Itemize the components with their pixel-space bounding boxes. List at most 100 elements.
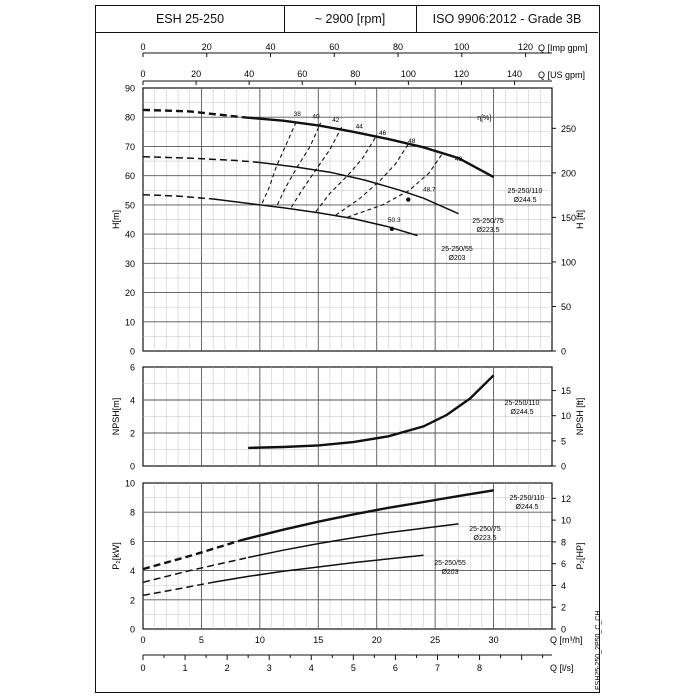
- y-right-tick-label: 12: [561, 494, 571, 504]
- y-tick-label: 50: [125, 200, 135, 210]
- power-series-label: 25-250/110: [510, 495, 545, 502]
- y-tick-label: 30: [125, 259, 135, 269]
- y-tick-label: 8: [130, 508, 135, 518]
- head-series-label: 25-250/110: [508, 188, 543, 195]
- q-imp-tick-label: 100: [454, 42, 469, 52]
- q-us-tick-label: 80: [350, 69, 360, 79]
- efficiency-iso-line: [261, 119, 298, 204]
- q-ls-tick-label: 0: [140, 663, 145, 673]
- y-right-tick-label: 6: [561, 559, 566, 569]
- y-tick-label: 2: [130, 429, 135, 439]
- power-series-label-sub: Ø244.5: [516, 504, 539, 511]
- y-tick-label: 2: [130, 595, 135, 605]
- header-standard: ISO 9906:2012 - Grade 3B: [416, 6, 598, 33]
- y-axis-right-label: P₂[HP]: [575, 543, 585, 570]
- q-m3h-tick-label: 25: [430, 635, 440, 645]
- q-imp-tick-label: 40: [266, 42, 276, 52]
- efficiency-iso-line: [347, 153, 443, 218]
- q-ls-tick-label: 6: [393, 663, 398, 673]
- y-right-tick-label: 0: [561, 347, 566, 357]
- header-model: ESH 25-250: [96, 6, 285, 33]
- y-tick-label: 4: [130, 566, 135, 576]
- y-axis-right-label: NPSH [ft]: [575, 398, 585, 436]
- head-series-label-sub: Ø244.5: [514, 197, 537, 204]
- y-axis-label: P₂[kW]: [111, 542, 121, 570]
- y-right-tick-label: 4: [561, 581, 566, 591]
- power-series-label: 25-250/75: [469, 526, 501, 533]
- y-right-tick-label: 150: [561, 213, 576, 223]
- y-right-tick-label: 0: [561, 462, 566, 472]
- y-right-tick-label: 5: [561, 436, 566, 446]
- q-ls-tick-label: 5: [351, 663, 356, 673]
- y-tick-label: 10: [125, 317, 135, 327]
- q-m3h-tick-label: 30: [489, 635, 499, 645]
- series-line-dashed: [142, 581, 214, 597]
- q-ls-tick-label: 7: [435, 663, 440, 673]
- q-us-tick-label: 100: [401, 69, 416, 79]
- y-right-tick-label: 2: [561, 603, 566, 613]
- q-ls-tick-label: 1: [183, 663, 188, 673]
- y-right-tick-label: 200: [561, 168, 576, 178]
- y-axis-right-label: H [ft]: [575, 210, 585, 229]
- y-axis-label: H[m]: [111, 210, 121, 229]
- y-right-tick-label: 15: [561, 386, 571, 396]
- npsh-series-label-sub: Ø244.5: [511, 409, 534, 416]
- q-ls-tick-label: 4: [309, 663, 314, 673]
- head-series-label-sub: Ø223.5: [477, 227, 500, 234]
- q-ls-tick-label: 3: [267, 663, 272, 673]
- q-us-tick-label: 60: [297, 69, 307, 79]
- y-tick-label: 6: [130, 363, 135, 373]
- y-tick-label: 20: [125, 288, 135, 298]
- bep-marker: [406, 197, 411, 202]
- bep-marker: [389, 226, 395, 232]
- head-series-label-sub: Ø203: [448, 255, 465, 262]
- efficiency-iso-line: [315, 135, 378, 212]
- q-us-tick-label: 0: [140, 69, 145, 79]
- q-us-axis-label: Q [US gpm]: [538, 70, 585, 80]
- q-m3h-tick-label: 20: [372, 635, 382, 645]
- q-imp-tick-label: 80: [393, 42, 403, 52]
- y-tick-label: 60: [125, 171, 135, 181]
- efficiency-label: 42: [332, 117, 340, 124]
- y-tick-label: 80: [125, 113, 135, 123]
- efficiency-label: 48: [408, 138, 416, 145]
- q-us-tick-label: 20: [191, 69, 201, 79]
- q-ls-tick-label: 2: [225, 663, 230, 673]
- q-us-tick-label: 140: [507, 69, 522, 79]
- y-tick-label: 10: [125, 479, 135, 489]
- q-m3h-tick-label: 5: [199, 635, 204, 645]
- efficiency-label: 48.7: [423, 187, 436, 194]
- y-tick-label: 6: [130, 537, 135, 547]
- series-line-dashed: [142, 556, 249, 584]
- y-tick-label: 0: [130, 625, 135, 635]
- efficiency-label: 44: [356, 123, 364, 130]
- series-line-dashed: [142, 538, 243, 571]
- series-line: [248, 523, 459, 559]
- efficiency-label: 50.3: [388, 217, 401, 224]
- y-tick-label: 0: [130, 347, 135, 357]
- series-line-dashed: [142, 108, 243, 119]
- power-series-label-sub: Ø223.5: [474, 535, 497, 542]
- q-imp-tick-label: 20: [202, 42, 212, 52]
- y-right-tick-label: 10: [561, 516, 571, 526]
- power-series-label: 25-250/55: [434, 560, 466, 567]
- y-tick-label: 40: [125, 230, 135, 240]
- series-line: [212, 554, 424, 584]
- series-line: [242, 116, 495, 179]
- efficiency-iso-line: [335, 143, 409, 216]
- y-tick-label: 90: [125, 84, 135, 94]
- efficiency-label: 46: [379, 130, 387, 137]
- power-series-label-sub: Ø203: [441, 569, 458, 576]
- q-m3h-tick-label: 15: [313, 635, 323, 645]
- header-speed: ~ 2900 [rpm]: [284, 6, 417, 33]
- y-right-tick-label: 100: [561, 257, 576, 267]
- y-right-tick-label: 250: [561, 124, 576, 134]
- doc-code-label: ESH25-250_2P50_C_CH: [595, 611, 602, 690]
- q-imp-axis-label: Q [Imp gpm]: [538, 43, 588, 53]
- q-us-tick-label: 120: [454, 69, 469, 79]
- q-imp-tick-label: 120: [518, 42, 533, 52]
- efficiency-iso-line: [276, 122, 322, 206]
- series-line: [259, 161, 459, 215]
- efficiency-iso-line: [290, 126, 343, 208]
